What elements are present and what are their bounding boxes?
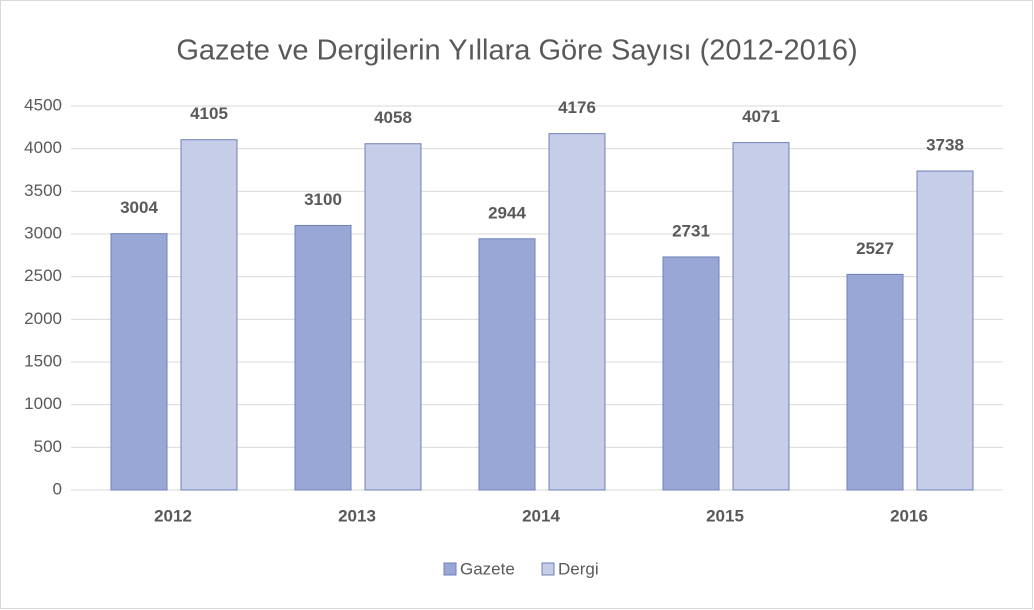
- value-label: 4176: [558, 98, 596, 117]
- y-tick-label: 3000: [24, 223, 62, 242]
- bar: [180, 139, 238, 491]
- y-tick-label: 2500: [24, 266, 62, 285]
- bar: [364, 143, 422, 491]
- legend-label: Dergi: [558, 559, 599, 578]
- value-label: 2731: [672, 221, 710, 240]
- y-tick-label: 2000: [24, 309, 62, 328]
- y-tick-label: 1000: [24, 394, 62, 413]
- bar: [846, 273, 904, 491]
- x-tick-label: 2013: [338, 506, 376, 525]
- y-tick-label: 0: [53, 479, 62, 498]
- x-tick-label: 2012: [154, 506, 192, 525]
- value-label: 4058: [374, 108, 412, 127]
- bar: [732, 142, 790, 491]
- legend-label: Gazete: [460, 559, 515, 578]
- y-tick-label: 4000: [24, 138, 62, 157]
- bar: [294, 224, 352, 491]
- value-label: 4071: [742, 107, 780, 126]
- legend-swatch: [443, 562, 457, 576]
- y-tick-label: 4500: [24, 95, 62, 114]
- value-label: 4105: [190, 104, 228, 123]
- value-label: 2944: [488, 203, 526, 222]
- x-tick-label: 2015: [706, 506, 744, 525]
- bar: [548, 133, 606, 491]
- x-tick-label: 2016: [890, 506, 928, 525]
- bar: [478, 238, 536, 491]
- y-tick-label: 1500: [24, 351, 62, 370]
- bar: [110, 233, 168, 491]
- value-label: 3100: [304, 190, 342, 209]
- legend-swatch: [541, 562, 555, 576]
- value-label: 3738: [926, 136, 964, 155]
- y-tick-label: 3500: [24, 181, 62, 200]
- value-label: 3004: [120, 198, 158, 217]
- y-tick-label: 500: [34, 437, 62, 456]
- x-tick-label: 2014: [522, 506, 560, 525]
- bar: [662, 256, 720, 491]
- chart-title: Gazete ve Dergilerin Yıllara Göre Sayısı…: [176, 35, 857, 67]
- bar: [916, 170, 974, 491]
- value-label: 2527: [856, 239, 894, 258]
